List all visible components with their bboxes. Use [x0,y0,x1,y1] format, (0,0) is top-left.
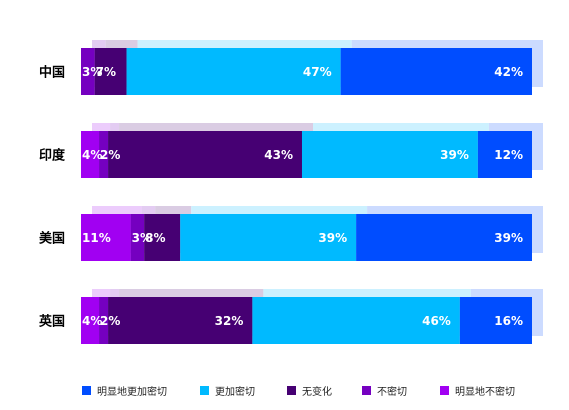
bar-segment [81,297,100,344]
bar-segment [459,297,532,344]
bar-segment [81,131,100,178]
data-label: 11% [82,231,111,245]
legend-swatch [287,386,296,395]
data-label: 39% [318,231,347,245]
data-label: 2% [100,314,120,328]
data-label: 43% [264,148,293,162]
data-label: 4% [82,314,102,328]
data-label: 46% [422,314,451,328]
data-label: 12% [494,148,523,162]
legend-label: 无变化 [302,385,332,398]
bar-segment [126,48,341,95]
bar-segment [356,214,532,261]
legend-label: 更加密切 [215,385,255,398]
data-label: 47% [303,65,332,79]
legend: 明显地更加密切 更加密切 无变化 不密切 明显地不密切 [82,385,515,398]
legend-swatch [440,386,449,395]
bar-segment [340,48,532,95]
bar-segment [81,214,131,261]
data-label: 16% [494,314,523,328]
legend-swatch [82,386,91,395]
bar-layer [81,48,532,344]
category-label: 印度 [39,148,66,164]
data-label: 42% [494,65,523,79]
data-label: 3% [132,231,152,245]
category-label: 中国 [39,65,65,81]
legend-label: 不密切 [377,385,407,398]
bar-segment [477,131,532,178]
data-label: 32% [215,314,244,328]
bar-segment [99,131,109,178]
bar-segment [144,214,181,261]
legend-swatch [200,386,209,395]
legend-label: 明显地不密切 [455,385,515,398]
data-label: 8% [145,231,165,245]
bar-segment [108,131,302,178]
legend-swatch [362,386,371,395]
label-layer: 中国 3%7% 47% 42%印度 4%2% 43% 39% 12%美国 11% 3%8% 39% 3… [38,65,523,330]
data-label: 2% [100,148,120,162]
data-label: 7% [96,65,116,79]
data-label: 4% [82,148,102,162]
data-label: 39% [440,148,469,162]
bar-segment [108,297,253,344]
bar-segment [99,297,109,344]
legend-label: 明显地更加密切 [97,385,167,398]
bar-segment [180,214,357,261]
category-label: 英国 [38,314,65,330]
bar-segment [301,131,478,178]
bar-segment [81,48,95,95]
bar-segment [252,297,460,344]
bar-segment [130,214,145,261]
data-label: 39% [494,231,523,245]
category-label: 美国 [39,231,65,247]
data-label: 3% [82,65,102,79]
bar-segment [94,48,127,95]
